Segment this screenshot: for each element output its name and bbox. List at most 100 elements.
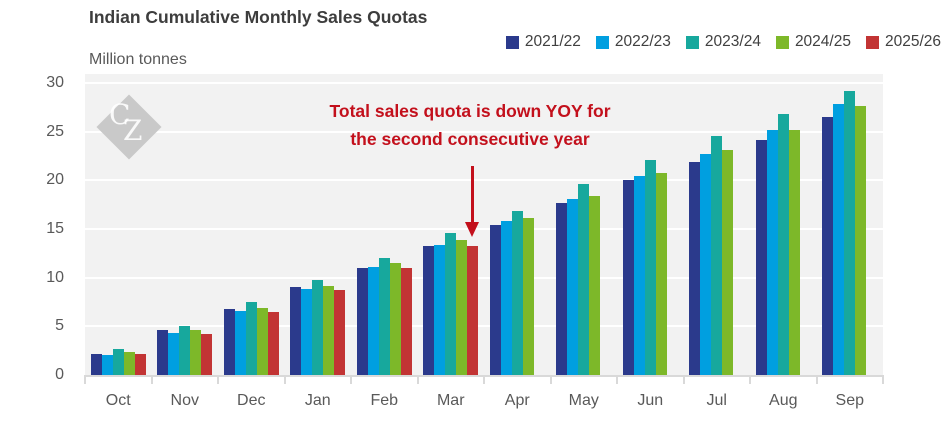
gridline-30 bbox=[85, 82, 883, 84]
watermark-logo: C Z bbox=[96, 94, 162, 160]
y-axis-unit-label: Million tonnes bbox=[89, 51, 187, 68]
bar-jun-2023-24 bbox=[644, 159, 656, 375]
legend-label: 2022/23 bbox=[614, 33, 671, 50]
bar-sep-2024-25 bbox=[855, 106, 867, 375]
y-tick-label-15: 15 bbox=[46, 220, 64, 237]
x-tick-label-apr: Apr bbox=[504, 392, 530, 409]
bar-jul-2021-22 bbox=[689, 161, 701, 375]
legend-item-2021-22: 2021/22 bbox=[505, 33, 581, 51]
bar-oct-2022-23 bbox=[101, 354, 113, 375]
y-tick-label-25: 25 bbox=[46, 122, 64, 140]
legend-swatch-icon bbox=[865, 35, 879, 49]
bar-mar-2024-25 bbox=[456, 239, 468, 375]
x-axis-tick bbox=[549, 375, 552, 384]
bar-oct-2025-26 bbox=[134, 354, 146, 375]
x-tick-label-nov: Nov bbox=[170, 392, 199, 409]
bar-jun-2022-23 bbox=[633, 176, 645, 375]
x-tick-label-oct: Oct bbox=[105, 392, 131, 409]
legend-label: 2024/25 bbox=[794, 33, 851, 50]
watermark-letter-c: C bbox=[109, 98, 131, 131]
x-axis-tick bbox=[483, 375, 485, 384]
legend-swatch-icon bbox=[505, 35, 519, 49]
legend-swatch-icon bbox=[685, 35, 699, 49]
bar-jun-2021-22 bbox=[622, 180, 634, 375]
annotation-text: Total sales quota is down YOY for the se… bbox=[270, 97, 670, 153]
bar-aug-2021-22 bbox=[755, 140, 767, 375]
x-tick-label-feb: Feb bbox=[370, 392, 399, 409]
x-tick-label-may: May bbox=[568, 392, 599, 409]
bar-dec-2023-24 bbox=[245, 302, 257, 375]
bar-nov-2023-24 bbox=[179, 326, 191, 375]
y-tick-label-30: 30 bbox=[46, 74, 64, 91]
annotation-arrow-line bbox=[471, 166, 474, 223]
y-tick-label-20: 20 bbox=[46, 171, 64, 189]
bar-oct-2024-25 bbox=[123, 352, 135, 375]
bar-aug-2024-25 bbox=[788, 129, 800, 375]
x-axis-tick bbox=[283, 375, 286, 384]
bar-feb-2021-22 bbox=[356, 267, 368, 375]
y-tick-label-10: 10 bbox=[46, 268, 64, 286]
legend-item-2023-24: 2023/24 bbox=[685, 33, 761, 51]
bar-feb-2022-23 bbox=[367, 266, 379, 375]
bar-may-2023-24 bbox=[578, 184, 590, 375]
x-axis-tick bbox=[84, 375, 86, 384]
x-axis-tick bbox=[815, 375, 818, 384]
legend-item-2025-26: 2025/26 bbox=[865, 33, 941, 51]
bar-mar-2025-26 bbox=[467, 245, 479, 375]
x-tick-label-mar: Mar bbox=[436, 392, 465, 409]
annotation-arrow-head-icon bbox=[465, 222, 479, 237]
bar-sep-2023-24 bbox=[844, 90, 856, 375]
bar-nov-2025-26 bbox=[201, 334, 213, 375]
bar-may-2024-25 bbox=[589, 195, 601, 375]
bar-jan-2023-24 bbox=[312, 279, 324, 375]
legend-label: 2025/26 bbox=[884, 33, 941, 50]
bar-apr-2021-22 bbox=[489, 225, 501, 375]
bar-nov-2021-22 bbox=[157, 330, 169, 375]
bar-jun-2024-25 bbox=[655, 172, 667, 375]
bar-sep-2021-22 bbox=[822, 117, 834, 375]
bar-nov-2024-25 bbox=[190, 330, 202, 375]
bar-oct-2023-24 bbox=[112, 348, 124, 375]
legend-item-2022-23: 2022/23 bbox=[595, 33, 671, 51]
legend-label: 2021/22 bbox=[524, 33, 581, 50]
bar-dec-2022-23 bbox=[234, 310, 246, 375]
legend: 2021/22 2022/23 2023/24 2024/25 2025/26 bbox=[505, 33, 941, 51]
bar-jan-2025-26 bbox=[334, 290, 346, 375]
bar-mar-2023-24 bbox=[445, 233, 457, 375]
bar-oct-2021-22 bbox=[90, 353, 102, 375]
legend-swatch-icon bbox=[595, 35, 609, 49]
gridline-15 bbox=[85, 228, 883, 230]
bar-mar-2021-22 bbox=[423, 245, 435, 375]
gridline-5 bbox=[85, 325, 883, 328]
bar-dec-2025-26 bbox=[267, 312, 279, 375]
bar-jan-2021-22 bbox=[290, 287, 302, 375]
bar-feb-2025-26 bbox=[400, 267, 412, 375]
x-axis-tick bbox=[150, 375, 153, 384]
bar-jul-2023-24 bbox=[711, 135, 723, 375]
y-tick-label-5: 5 bbox=[55, 317, 64, 335]
legend-label: 2023/24 bbox=[704, 33, 761, 50]
legend-item-2024-25: 2024/25 bbox=[775, 33, 851, 51]
bar-feb-2024-25 bbox=[389, 263, 401, 375]
bar-nov-2022-23 bbox=[168, 332, 180, 375]
bar-jul-2024-25 bbox=[722, 150, 734, 375]
bar-jan-2024-25 bbox=[323, 285, 335, 375]
x-axis-tick bbox=[350, 375, 352, 384]
bar-jul-2022-23 bbox=[700, 154, 712, 375]
bar-dec-2024-25 bbox=[256, 308, 268, 375]
x-axis-tick bbox=[416, 375, 419, 384]
bar-feb-2023-24 bbox=[378, 258, 390, 375]
bar-apr-2023-24 bbox=[511, 210, 523, 375]
x-tick-label-jul: Jul bbox=[706, 392, 727, 409]
x-tick-label-dec: Dec bbox=[237, 392, 266, 409]
x-tick-label-aug: Aug bbox=[769, 392, 798, 409]
bar-may-2021-22 bbox=[556, 202, 568, 375]
x-axis-tick bbox=[217, 375, 219, 384]
gridline-20 bbox=[85, 179, 883, 182]
bar-dec-2021-22 bbox=[223, 308, 235, 375]
y-tick-label-0: 0 bbox=[55, 366, 64, 383]
x-tick-label-jun: Jun bbox=[637, 392, 664, 409]
bar-aug-2022-23 bbox=[766, 129, 778, 375]
bar-aug-2023-24 bbox=[777, 114, 789, 375]
